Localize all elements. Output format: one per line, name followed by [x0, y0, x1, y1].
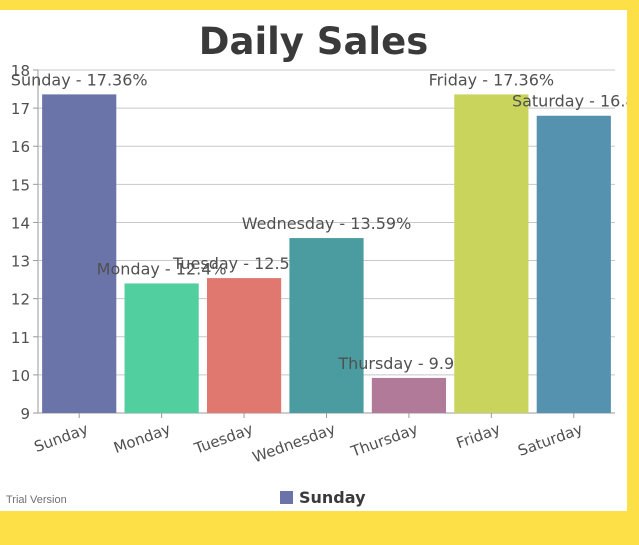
data-label: Thursday - 9.92%: [337, 354, 479, 373]
y-tick-label: 12: [11, 291, 30, 309]
bar-friday: [454, 94, 529, 413]
bar-wednesday: [289, 238, 364, 413]
trial-watermark: Trial Version: [6, 494, 67, 506]
data-label: Sunday - 17.36%: [11, 70, 148, 89]
y-tick-label: 10: [11, 367, 30, 385]
y-tick-label: 13: [11, 253, 30, 271]
y-tick-label: 16: [11, 138, 30, 156]
data-label: Tuesday - 12.54%: [172, 254, 315, 273]
y-tick-label: 11: [11, 329, 30, 347]
x-tick-label: Saturday: [515, 420, 585, 460]
bar-tuesday: [206, 278, 282, 413]
x-tick-label: Monday: [111, 420, 173, 457]
data-label: Wednesday - 13.59%: [242, 214, 412, 233]
data-label: Friday - 17.36%: [429, 70, 554, 89]
y-tick-label: 9: [20, 405, 30, 423]
y-tick-label: 17: [11, 100, 30, 118]
legend-swatch: [280, 491, 293, 504]
chart-card: Daily Sales 9 10 11 12 13 14 15 16 17 18 Sunday Sun…: [0, 10, 627, 511]
chart-title: Daily Sales: [198, 20, 429, 63]
bar-thursday: [371, 377, 447, 413]
data-label: Monday - 12.4%: [97, 259, 227, 278]
legend-label: Sunday: [299, 488, 366, 507]
y-tick-label: 18: [11, 62, 30, 80]
bar-sunday: [42, 94, 117, 413]
y-tick-label: 15: [11, 176, 30, 194]
legend[interactable]: Sunday: [280, 488, 366, 507]
x-tick-label: Friday: [454, 420, 503, 453]
x-tick-label: Tuesday: [191, 420, 256, 458]
bar-monday: [124, 283, 199, 413]
bar-saturday: [536, 115, 611, 413]
x-tick-label: Sunday: [32, 420, 91, 456]
x-tick-label: Wednesday: [250, 420, 338, 467]
data-label: Saturday - 16.8: [512, 92, 627, 111]
y-tick-label: 14: [11, 214, 30, 232]
bar-chart: 9 10 11 12 13 14 15 16 17 18 Sunday Sunday - 17.36%…: [11, 62, 627, 467]
x-tick-label: Thursday: [348, 420, 421, 461]
